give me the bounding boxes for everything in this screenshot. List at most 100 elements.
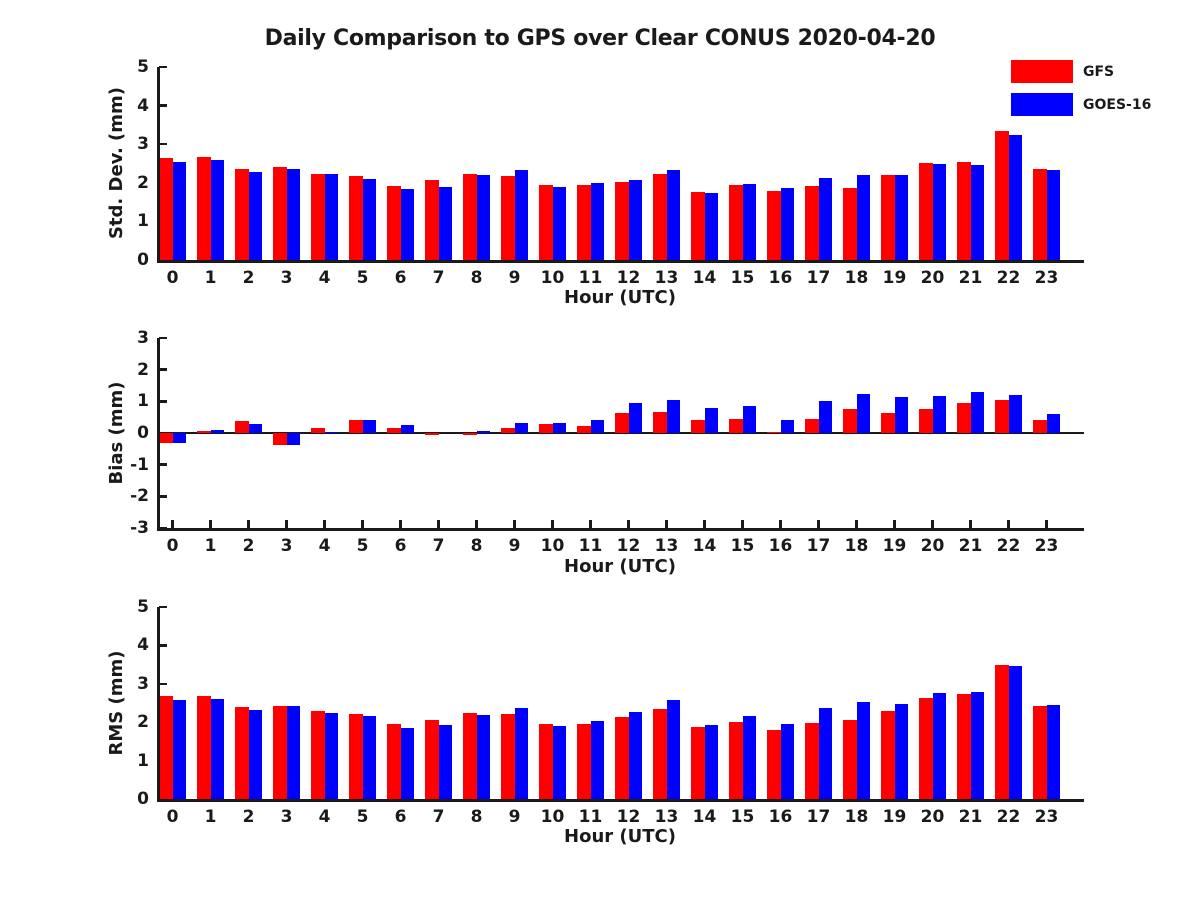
x-tick-mark — [1007, 520, 1010, 528]
x-tick-label: 18 — [844, 536, 869, 556]
x-tick-label: 1 — [204, 268, 217, 288]
x-tick-label: 15 — [730, 536, 755, 556]
y-tick-label: 0 — [137, 250, 149, 270]
x-tick-label: 14 — [692, 536, 717, 556]
x-tick-label: 6 — [394, 807, 407, 827]
bar-goes-16-hour-10 — [552, 725, 566, 799]
bar-gfs-hour-13 — [653, 412, 667, 433]
bar-gfs-hour-4 — [311, 711, 325, 799]
x-tick-mark — [1045, 520, 1048, 528]
bar-goes-16-hour-10 — [552, 423, 566, 433]
x-tick-label: 15 — [730, 268, 755, 288]
bar-goes-16-hour-16 — [780, 187, 794, 260]
x-tick-label: 21 — [958, 536, 983, 556]
y-tick-mark — [159, 65, 167, 69]
y-axis-label-std-dev: Std. Dev. (mm) — [106, 86, 127, 240]
x-tick-label: 0 — [166, 807, 179, 827]
bar-goes-16-hour-7 — [438, 187, 452, 260]
x-tick-label: 10 — [540, 536, 565, 556]
bar-gfs-hour-22 — [995, 664, 1009, 799]
x-tick-mark — [627, 520, 630, 528]
bar-goes-16-hour-0 — [172, 433, 186, 444]
bar-goes-16-hour-18 — [856, 394, 870, 433]
bar-goes-16-hour-11 — [590, 420, 604, 433]
bar-goes-16-hour-13 — [666, 169, 680, 260]
y-tick-mark — [159, 605, 167, 609]
bar-gfs-hour-15 — [729, 184, 743, 260]
x-tick-label: 19 — [882, 536, 907, 556]
bar-gfs-hour-6 — [387, 724, 401, 799]
bar-goes-16-hour-6 — [400, 188, 414, 260]
x-tick-label: 5 — [356, 536, 369, 556]
legend: GFS GOES-16 — [1011, 60, 1151, 126]
bar-goes-16-hour-1 — [210, 159, 224, 260]
bar-gfs-hour-13 — [653, 708, 667, 799]
x-tick-label: 9 — [508, 536, 521, 556]
x-tick-mark — [323, 520, 326, 528]
bar-gfs-hour-10 — [539, 184, 553, 260]
x-tick-label: 23 — [1034, 268, 1059, 288]
bar-gfs-hour-14 — [691, 192, 705, 260]
bar-goes-16-hour-5 — [362, 179, 376, 260]
x-tick-mark — [209, 520, 212, 528]
bar-gfs-hour-21 — [957, 161, 971, 260]
bar-gfs-hour-21 — [957, 694, 971, 799]
x-tick-label: 9 — [508, 807, 521, 827]
y-tick-label: 5 — [137, 597, 149, 617]
x-tick-label: 4 — [318, 807, 331, 827]
y-axis-line — [157, 338, 160, 531]
bar-goes-16-hour-3 — [286, 433, 300, 445]
bar-goes-16-hour-23 — [1046, 414, 1060, 433]
bar-goes-16-hour-16 — [780, 724, 794, 799]
bar-gfs-hour-15 — [729, 418, 743, 433]
x-tick-label: 17 — [806, 268, 831, 288]
bar-goes-16-hour-17 — [818, 177, 832, 260]
bar-goes-16-hour-21 — [970, 692, 984, 799]
bar-goes-16-hour-17 — [818, 707, 832, 799]
x-tick-mark — [399, 520, 402, 528]
x-tick-label: 8 — [470, 536, 483, 556]
bar-goes-16-hour-15 — [742, 183, 756, 260]
bar-gfs-hour-5 — [349, 175, 363, 260]
bar-gfs-hour-8 — [463, 433, 477, 435]
x-tick-label: 12 — [616, 536, 641, 556]
x-tick-mark — [513, 520, 516, 528]
bar-goes-16-hour-8 — [476, 175, 490, 260]
x-tick-label: 18 — [844, 268, 869, 288]
y-tick-label: 2 — [137, 712, 149, 733]
bar-goes-16-hour-20 — [932, 692, 946, 799]
y-axis-line — [157, 607, 160, 802]
x-tick-mark — [741, 520, 744, 528]
x-tick-mark — [551, 520, 554, 528]
bar-gfs-hour-1 — [197, 431, 211, 433]
x-tick-label: 17 — [806, 536, 831, 556]
x-tick-label: 5 — [356, 807, 369, 827]
bar-goes-16-hour-6 — [400, 425, 414, 433]
bar-goes-16-hour-9 — [514, 170, 528, 260]
bar-gfs-hour-17 — [805, 185, 819, 260]
x-axis-label-bias: Hour (UTC) — [564, 556, 676, 577]
bar-gfs-hour-9 — [501, 175, 515, 260]
x-tick-label: 20 — [920, 807, 945, 827]
bar-gfs-hour-20 — [919, 409, 933, 433]
bar-gfs-hour-7 — [425, 433, 439, 435]
y-tick-label: 2 — [137, 172, 149, 193]
bar-gfs-hour-10 — [539, 723, 553, 799]
bar-gfs-hour-4 — [311, 427, 325, 433]
bar-gfs-hour-16 — [767, 432, 781, 433]
y-tick-label: -1 — [130, 454, 149, 475]
x-tick-label: 3 — [280, 536, 293, 556]
x-tick-label: 7 — [432, 807, 445, 827]
bar-gfs-hour-2 — [235, 706, 249, 799]
y-tick-label: 2 — [137, 359, 149, 380]
bar-gfs-hour-9 — [501, 714, 515, 799]
bar-goes-16-hour-7 — [438, 725, 452, 799]
bar-gfs-hour-14 — [691, 727, 705, 799]
bar-gfs-hour-7 — [425, 180, 439, 260]
x-tick-label: 1 — [204, 536, 217, 556]
y-tick-label: 1 — [137, 391, 149, 412]
y-tick-label: 3 — [137, 134, 149, 155]
bar-gfs-hour-4 — [311, 173, 325, 260]
bar-goes-16-hour-5 — [362, 716, 376, 799]
x-tick-label: 16 — [768, 807, 793, 827]
